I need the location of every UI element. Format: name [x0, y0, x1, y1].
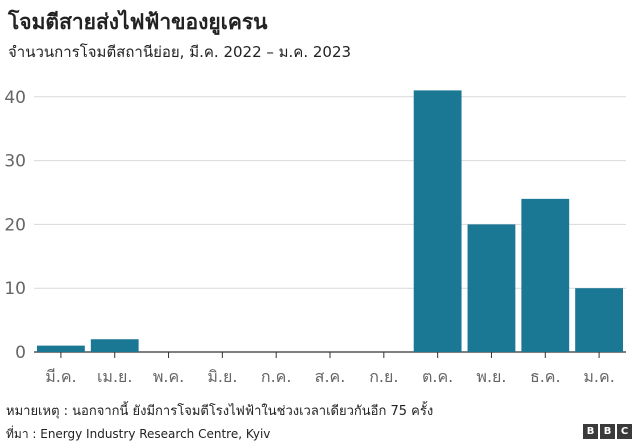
logo-letter: B — [583, 424, 598, 439]
bar — [575, 288, 623, 352]
bar — [37, 345, 85, 352]
logo-letter: B — [600, 424, 615, 439]
x-tick-label: มี.ค. — [45, 367, 76, 386]
y-tick-label: 10 — [4, 279, 26, 299]
x-tick-label: มิ.ย. — [207, 367, 237, 386]
x-tick-label: ธ.ค. — [530, 367, 561, 386]
y-axis-ticks: 0 10 20 30 40 — [4, 88, 26, 363]
x-tick-label: พ.ย. — [476, 367, 506, 386]
x-tick-label: ส.ค. — [315, 367, 346, 386]
bbc-logo: B B C — [583, 424, 632, 439]
x-tick-label: ม.ค. — [583, 367, 614, 386]
bar — [521, 198, 570, 352]
bars — [37, 90, 623, 352]
chart-title: โจมตีสายส่งไฟฟ้าของยูเครน — [8, 10, 268, 34]
y-tick-label: 40 — [4, 88, 26, 108]
bar — [467, 224, 516, 352]
y-tick-label: 20 — [4, 215, 26, 235]
bar — [413, 90, 462, 352]
x-axis-ticks: มี.ค. เม.ย. พ.ค. มิ.ย. ก.ค. ส.ค. ก.ย. ต.ค. พ.ย. ธ… — [45, 352, 615, 386]
logo-letter: C — [617, 424, 632, 439]
bar-chart: 0 10 20 30 40 มี.ค. เม.ย. พ.ค. มิ.ย. ก.ค. ส.ค. ก.ย… — [4, 88, 626, 386]
y-tick-label: 0 — [15, 343, 26, 363]
footnote: หมายเหตุ : นอกจากนี้ ยังมีการโจมตีโรงไฟฟ… — [6, 404, 434, 419]
x-tick-label: เม.ย. — [97, 367, 133, 386]
x-tick-label: พ.ค. — [153, 367, 184, 386]
chart-subtitle: จำนวนการโจมตีสถานีย่อย, มี.ค. 2022 – ม.ค… — [8, 43, 352, 61]
x-tick-label: ก.ย. — [369, 367, 398, 386]
y-tick-label: 30 — [4, 152, 26, 172]
x-tick-label: ก.ค. — [261, 367, 292, 386]
bar — [90, 339, 139, 352]
source-text: ที่มา : Energy Industry Research Centre,… — [6, 427, 271, 441]
x-tick-label: ต.ค. — [422, 367, 453, 386]
